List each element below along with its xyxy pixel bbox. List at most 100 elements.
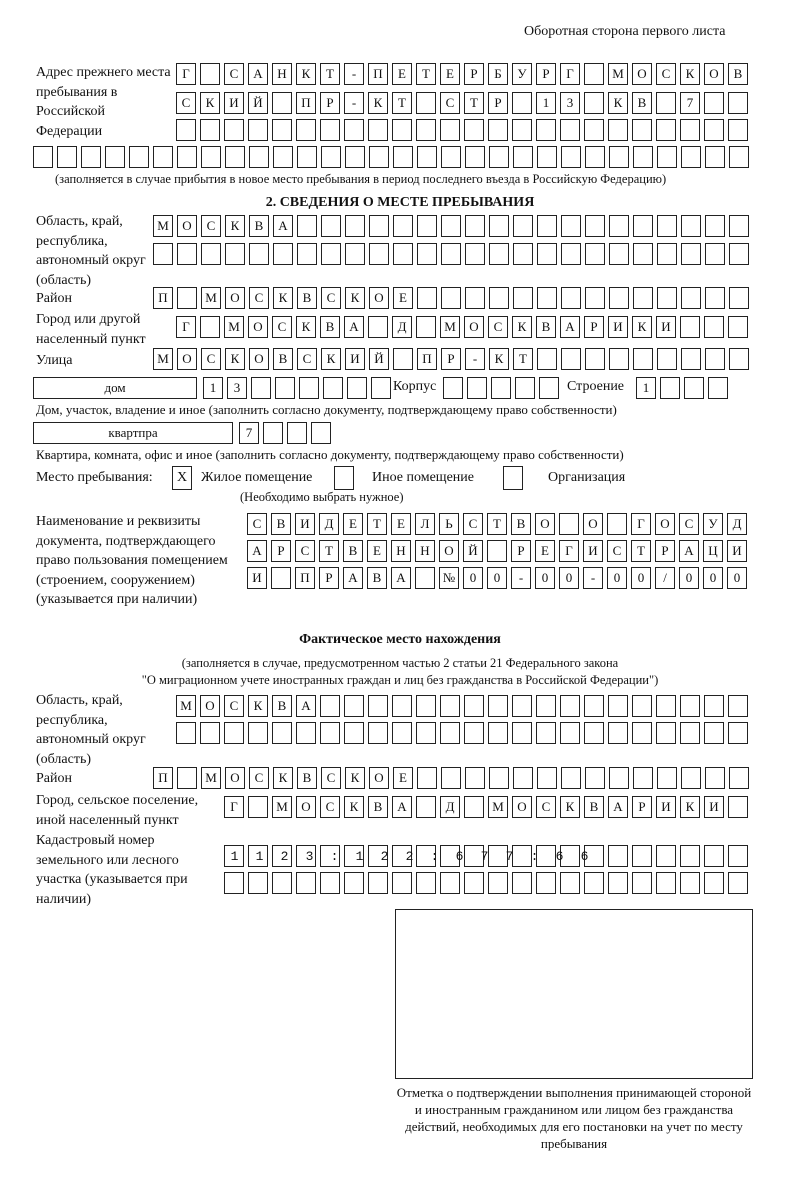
char-cell[interactable]: О <box>249 348 269 370</box>
char-cell[interactable] <box>368 316 388 338</box>
char-cell[interactable] <box>536 722 556 744</box>
char-cell[interactable] <box>416 796 436 818</box>
char-cell[interactable] <box>657 767 677 789</box>
char-cell[interactable] <box>393 243 413 265</box>
char-cell[interactable]: М <box>224 316 244 338</box>
char-cell[interactable]: 1 <box>203 377 223 399</box>
char-cell[interactable] <box>417 215 437 237</box>
char-cell[interactable]: А <box>391 567 411 589</box>
char-cell[interactable]: М <box>153 215 173 237</box>
char-cell[interactable]: С <box>297 348 317 370</box>
char-cell[interactable] <box>177 243 197 265</box>
char-cell[interactable] <box>584 119 604 141</box>
char-cell[interactable]: И <box>656 796 676 818</box>
char-cell[interactable]: П <box>296 92 316 114</box>
char-cell[interactable]: Т <box>320 63 340 85</box>
char-cell[interactable] <box>297 215 317 237</box>
char-cell[interactable] <box>153 243 173 265</box>
char-cell[interactable] <box>512 845 532 867</box>
char-cell[interactable]: 3 <box>227 377 247 399</box>
char-cell[interactable] <box>513 215 533 237</box>
char-cell[interactable] <box>559 513 579 535</box>
char-cell[interactable]: Д <box>727 513 747 535</box>
char-cell[interactable] <box>153 146 173 168</box>
char-cell[interactable]: Р <box>584 316 604 338</box>
char-cell[interactable] <box>489 215 509 237</box>
char-cell[interactable]: О <box>369 767 389 789</box>
char-cell[interactable]: О <box>655 513 675 535</box>
char-cell[interactable] <box>704 695 724 717</box>
char-cell[interactable]: А <box>560 316 580 338</box>
char-cell[interactable] <box>176 722 196 744</box>
char-cell[interactable] <box>393 146 413 168</box>
char-cell[interactable]: И <box>247 567 267 589</box>
char-cell[interactable]: О <box>535 513 555 535</box>
char-cell[interactable] <box>513 767 533 789</box>
char-cell[interactable] <box>609 146 629 168</box>
char-cell[interactable]: К <box>225 348 245 370</box>
char-cell[interactable] <box>681 767 701 789</box>
char-cell[interactable] <box>320 119 340 141</box>
char-cell[interactable] <box>177 767 197 789</box>
char-cell[interactable]: О <box>512 796 532 818</box>
char-cell[interactable] <box>417 767 437 789</box>
char-cell[interactable]: С <box>321 767 341 789</box>
char-cell[interactable]: Н <box>272 63 292 85</box>
char-cell[interactable]: Е <box>440 63 460 85</box>
char-cell[interactable] <box>513 146 533 168</box>
char-cell[interactable]: Р <box>271 540 291 562</box>
char-cell[interactable] <box>561 243 581 265</box>
char-cell[interactable] <box>539 377 559 399</box>
char-cell[interactable] <box>467 377 487 399</box>
char-cell[interactable] <box>248 722 268 744</box>
char-cell[interactable] <box>392 722 412 744</box>
char-cell[interactable]: К <box>680 63 700 85</box>
char-cell[interactable] <box>344 845 364 867</box>
char-cell[interactable] <box>33 146 53 168</box>
char-cell[interactable] <box>200 63 220 85</box>
char-cell[interactable]: С <box>249 287 269 309</box>
char-cell[interactable] <box>443 377 463 399</box>
char-cell[interactable] <box>272 845 292 867</box>
char-cell[interactable]: К <box>368 92 388 114</box>
char-cell[interactable] <box>704 92 724 114</box>
char-cell[interactable]: И <box>224 92 244 114</box>
char-cell[interactable]: М <box>176 695 196 717</box>
char-cell[interactable] <box>632 695 652 717</box>
char-cell[interactable] <box>512 92 532 114</box>
char-cell[interactable] <box>657 146 677 168</box>
char-cell[interactable] <box>465 767 485 789</box>
char-cell[interactable] <box>392 695 412 717</box>
char-cell[interactable] <box>705 146 725 168</box>
char-cell[interactable] <box>657 348 677 370</box>
char-cell[interactable] <box>320 872 340 894</box>
char-cell[interactable] <box>321 146 341 168</box>
char-cell[interactable] <box>657 287 677 309</box>
char-cell[interactable] <box>488 872 508 894</box>
char-cell[interactable] <box>705 243 725 265</box>
char-cell[interactable] <box>633 146 653 168</box>
char-cell[interactable]: В <box>584 796 604 818</box>
char-cell[interactable] <box>512 695 532 717</box>
place-checkbox-organization[interactable] <box>503 466 523 490</box>
char-cell[interactable] <box>344 695 364 717</box>
char-cell[interactable] <box>489 767 509 789</box>
char-cell[interactable] <box>656 845 676 867</box>
char-cell[interactable] <box>656 92 676 114</box>
char-cell[interactable] <box>81 146 101 168</box>
char-cell[interactable]: П <box>417 348 437 370</box>
char-cell[interactable] <box>488 722 508 744</box>
char-cell[interactable]: 0 <box>535 567 555 589</box>
char-cell[interactable]: Е <box>535 540 555 562</box>
char-cell[interactable]: В <box>367 567 387 589</box>
char-cell[interactable] <box>680 722 700 744</box>
char-cell[interactable]: Р <box>441 348 461 370</box>
char-cell[interactable]: Т <box>464 92 484 114</box>
char-cell[interactable] <box>487 540 507 562</box>
char-cell[interactable]: А <box>392 796 412 818</box>
char-cell[interactable] <box>311 422 331 444</box>
char-cell[interactable] <box>299 377 319 399</box>
char-cell[interactable]: Б <box>488 63 508 85</box>
char-cell[interactable] <box>416 845 436 867</box>
